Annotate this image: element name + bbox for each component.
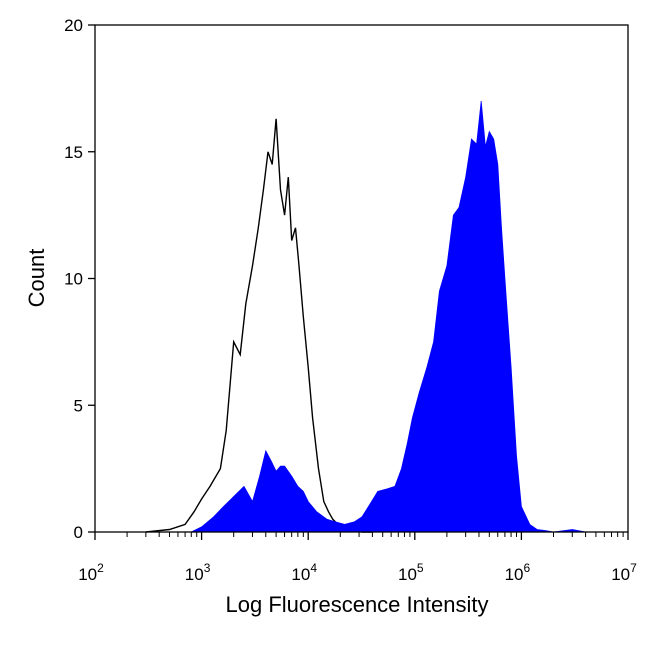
y-axis-title: Count: [24, 249, 49, 308]
series-outline-histogram: [145, 118, 373, 533]
y-tick-label: 10: [64, 270, 83, 289]
x-tick-label: 104: [291, 561, 317, 584]
y-axis-ticks: 0 5 10 15 20: [64, 16, 95, 542]
x-axis-title: Log Fluorescence Intensity: [226, 592, 489, 617]
y-tick-label: 15: [64, 143, 83, 162]
y-tick-label: 20: [64, 16, 83, 35]
x-tick-label: 105: [398, 561, 424, 584]
x-tick-label: 102: [78, 561, 104, 584]
y-tick-label: 0: [74, 523, 83, 542]
plot-background: [95, 25, 628, 532]
x-tick-label: 107: [611, 561, 637, 584]
x-minor-ticks: [126, 532, 624, 537]
series-layer: [145, 101, 596, 533]
x-tick-label: 106: [505, 561, 531, 584]
x-axis-ticks: 102 103 104 105 106 107: [78, 532, 637, 584]
y-tick-label: 5: [74, 396, 83, 415]
series-filled-histogram: [191, 101, 596, 533]
x-tick-label: 103: [185, 561, 211, 584]
